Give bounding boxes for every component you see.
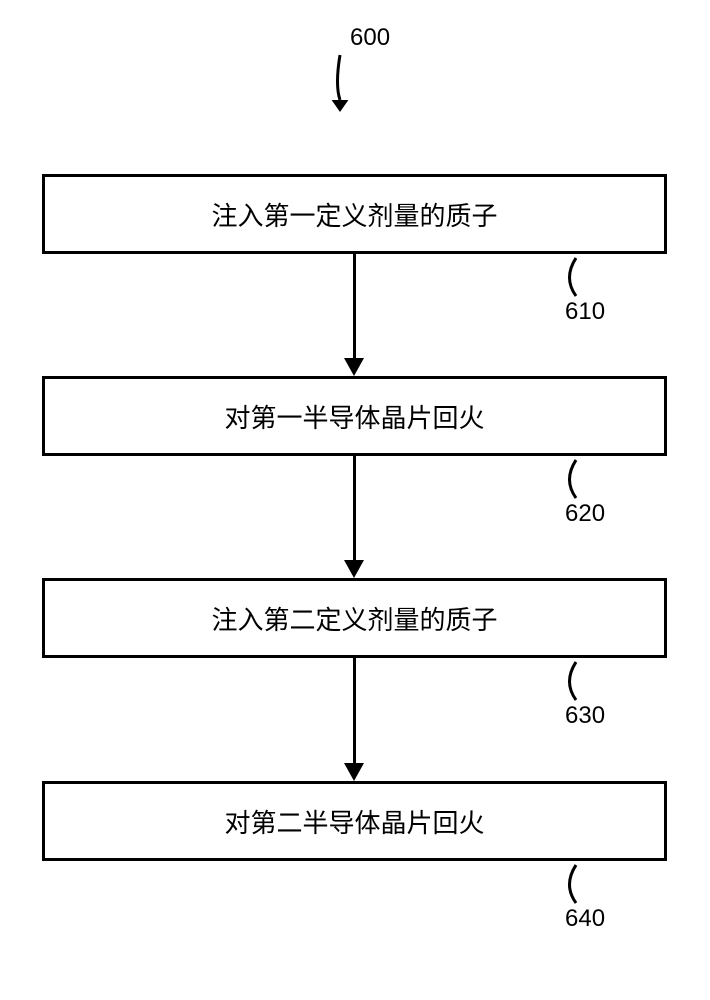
flowchart-canvas: 600 注入第一定义剂量的质子610对第一半导体晶片回火620注入第二定义剂量的… <box>0 0 710 1000</box>
connector-head-2 <box>344 560 364 578</box>
connector-shaft-3 <box>353 658 356 763</box>
connector-head-3 <box>344 763 364 781</box>
connector-shaft-2 <box>353 456 356 560</box>
connector-head-1 <box>344 358 364 376</box>
connector-shaft-1 <box>353 254 356 358</box>
